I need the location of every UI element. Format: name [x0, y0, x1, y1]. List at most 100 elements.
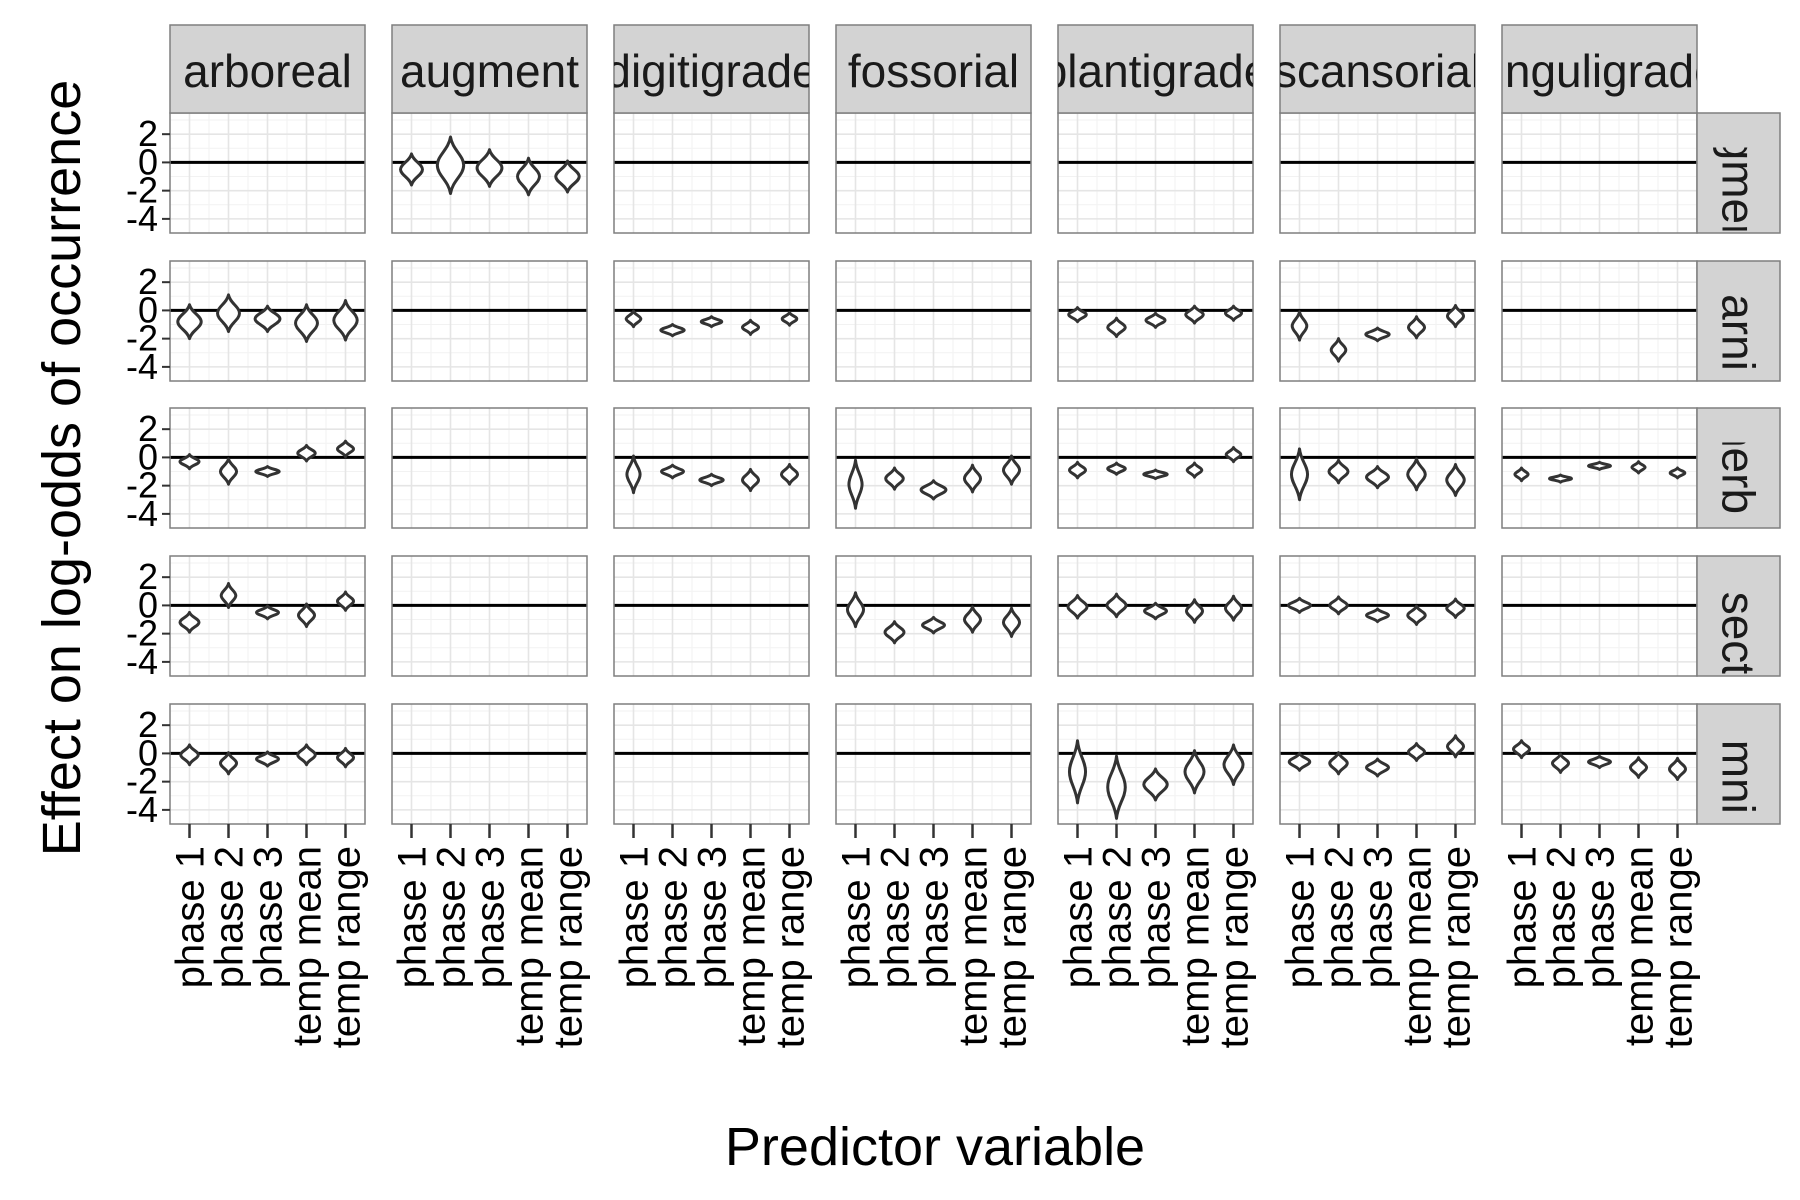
strip-column-plantigrade — [1057, 24, 1254, 114]
panel-carni-plantigrade — [1057, 260, 1254, 382]
violin-insect-plantigrade-temp-range — [1223, 594, 1244, 622]
panel-insect-fossorial — [835, 555, 1032, 677]
panel-omni-digitigrade — [613, 703, 810, 825]
violin-omni-scansorial-phase-1 — [1287, 751, 1312, 772]
y-axis-title: Effect on log-odds of occurrence — [32, 80, 92, 856]
y-tick-label: -2 — [126, 761, 158, 802]
y-tick-label: 2 — [138, 556, 158, 597]
violin-herb-fossorial-phase-2 — [884, 466, 905, 491]
violin-herb-digitigrade-phase-3 — [698, 472, 725, 488]
x-axis-title: Predictor variable — [725, 1117, 1145, 1177]
violin-herb-scansorial-phase-2 — [1327, 458, 1350, 485]
x-tick-label-digitigrade-phase-1: phase 1 — [613, 846, 657, 988]
violin-herb-unguligrade-phase-1 — [1513, 466, 1530, 483]
x-tick-label-fossorial-phase-2: phase 2 — [874, 846, 918, 988]
panel-augment-scansorial — [1279, 112, 1476, 234]
violin-augment-augment-temp-range — [554, 159, 581, 194]
violin-augment-augment-phase-1 — [399, 152, 424, 187]
facet-label-column-plantigrade: plantigrade — [1042, 45, 1270, 97]
y-tick-label: -4 — [126, 641, 158, 682]
violin-carni-digitigrade-phase-1 — [624, 309, 643, 329]
violin-insect-arboreal-temp-mean — [296, 602, 317, 629]
x-tick-label-unguligrade-phase-1: phase 1 — [1501, 846, 1545, 988]
strip-row-omni — [1696, 703, 1781, 825]
violin-insect-scansorial-phase-2 — [1328, 595, 1349, 616]
facet-label-column-unguligrade: unguligrade — [1479, 45, 1719, 97]
violin-insect-arboreal-phase-1 — [178, 610, 201, 634]
violin-herb-arboreal-phase-3 — [254, 465, 281, 478]
x-tick-label-plantigrade-phase-3: phase 3 — [1135, 846, 1179, 988]
x-tick-label-augment-phase-2: phase 2 — [430, 846, 474, 988]
x-tick-label-digitigrade-phase-2: phase 2 — [652, 846, 696, 988]
facet-strips: arboreal augment digitigrade fossorial plant… — [169, 24, 1781, 825]
violin-herb-scansorial-phase-1 — [1289, 447, 1310, 502]
facet-label-row-herb: herb — [1713, 422, 1765, 514]
panel-carni-augment — [391, 260, 588, 382]
violin-insect-arboreal-phase-2 — [219, 582, 238, 610]
strip-row-augment — [1696, 112, 1781, 234]
violin-augment-augment-temp-mean — [516, 156, 541, 197]
panel-omni-scansorial — [1279, 703, 1476, 825]
violin-omni-plantigrade-temp-range — [1222, 743, 1245, 786]
panel-omni-plantigrade — [1057, 703, 1254, 825]
x-tick-label-plantigrade-phase-2: phase 2 — [1096, 846, 1140, 988]
violin-herb-scansorial-temp-mean — [1406, 457, 1427, 492]
violin-omni-scansorial-phase-3 — [1365, 757, 1390, 778]
x-tick-label-scansorial-temp-mean: temp mean — [1396, 846, 1440, 1046]
y-tick-label: -2 — [126, 465, 158, 506]
facet-label-row-insect: insect — [1713, 556, 1765, 676]
panel-border — [1279, 555, 1476, 677]
strip-column-augment — [391, 24, 588, 114]
facet-label-row-omni: omni — [1713, 714, 1765, 814]
violin-herb-plantigrade-phase-2 — [1106, 461, 1127, 476]
violin-herb-unguligrade-phase-2 — [1548, 473, 1573, 484]
y-tick-label: 2 — [138, 704, 158, 745]
violin-herb-fossorial-phase-3 — [919, 479, 948, 501]
violin-omni-unguligrade-phase-2 — [1550, 752, 1571, 774]
x-tick-label-fossorial-temp-range: temp range — [991, 846, 1035, 1048]
panel-border — [613, 260, 810, 382]
violin-omni-unguligrade-phase-3 — [1587, 754, 1612, 770]
x-tick-label-arboreal-phase-2: phase 2 — [208, 846, 252, 988]
panel-omni-unguligrade — [1501, 703, 1698, 825]
panel-herb-arboreal — [169, 407, 366, 529]
violin-omni-arboreal-temp-mean — [296, 743, 317, 767]
violin-carni-plantigrade-temp-range — [1223, 304, 1244, 322]
x-tick-label-plantigrade-phase-1: phase 1 — [1057, 846, 1101, 988]
panel-herb-fossorial — [835, 407, 1032, 529]
violin-insect-scansorial-phase-3 — [1365, 607, 1390, 624]
panel-border — [391, 555, 588, 677]
strip-column-digitigrade — [613, 24, 810, 114]
panel-border — [1279, 407, 1476, 529]
panel-omni-arboreal — [169, 703, 366, 825]
y-tick-label: 0 — [138, 141, 158, 182]
panel-carni-fossorial — [835, 260, 1032, 382]
strip-column-arboreal — [169, 24, 366, 114]
facet-label-column-arboreal: arboreal — [183, 45, 352, 97]
violin-carni-scansorial-phase-2 — [1329, 337, 1348, 363]
violin-carni-digitigrade-temp-range — [780, 311, 799, 327]
violin-herb-digitigrade-temp-mean — [740, 467, 761, 493]
panel-border — [391, 407, 588, 529]
x-tick-label-scansorial-temp-range: temp range — [1435, 846, 1479, 1048]
violin-herb-fossorial-phase-1 — [847, 458, 864, 510]
panel-augment-arboreal — [169, 112, 366, 234]
violin-omni-arboreal-temp-range — [335, 746, 356, 769]
violin-omni-plantigrade-phase-1 — [1067, 739, 1088, 805]
panel-insect-arboreal — [169, 555, 366, 677]
panel-border — [169, 407, 366, 529]
y-tick-label: -4 — [126, 789, 158, 830]
violin-carni-plantigrade-phase-3 — [1144, 311, 1167, 329]
violin-insect-plantigrade-phase-3 — [1143, 601, 1168, 621]
violin-insect-fossorial-phase-2 — [883, 620, 906, 645]
violin-insect-fossorial-temp-range — [1001, 606, 1022, 638]
violin-herb-arboreal-phase-1 — [178, 453, 201, 471]
violin-omni-arboreal-phase-3 — [255, 750, 280, 768]
panel-border — [835, 555, 1032, 677]
panel-insect-scansorial — [1279, 555, 1476, 677]
x-tick-label-plantigrade-temp-range: temp range — [1213, 846, 1257, 1048]
panel-augment-unguligrade — [1501, 112, 1698, 234]
y-tick-label: 0 — [138, 584, 158, 625]
y-tick-label: 2 — [138, 261, 158, 302]
